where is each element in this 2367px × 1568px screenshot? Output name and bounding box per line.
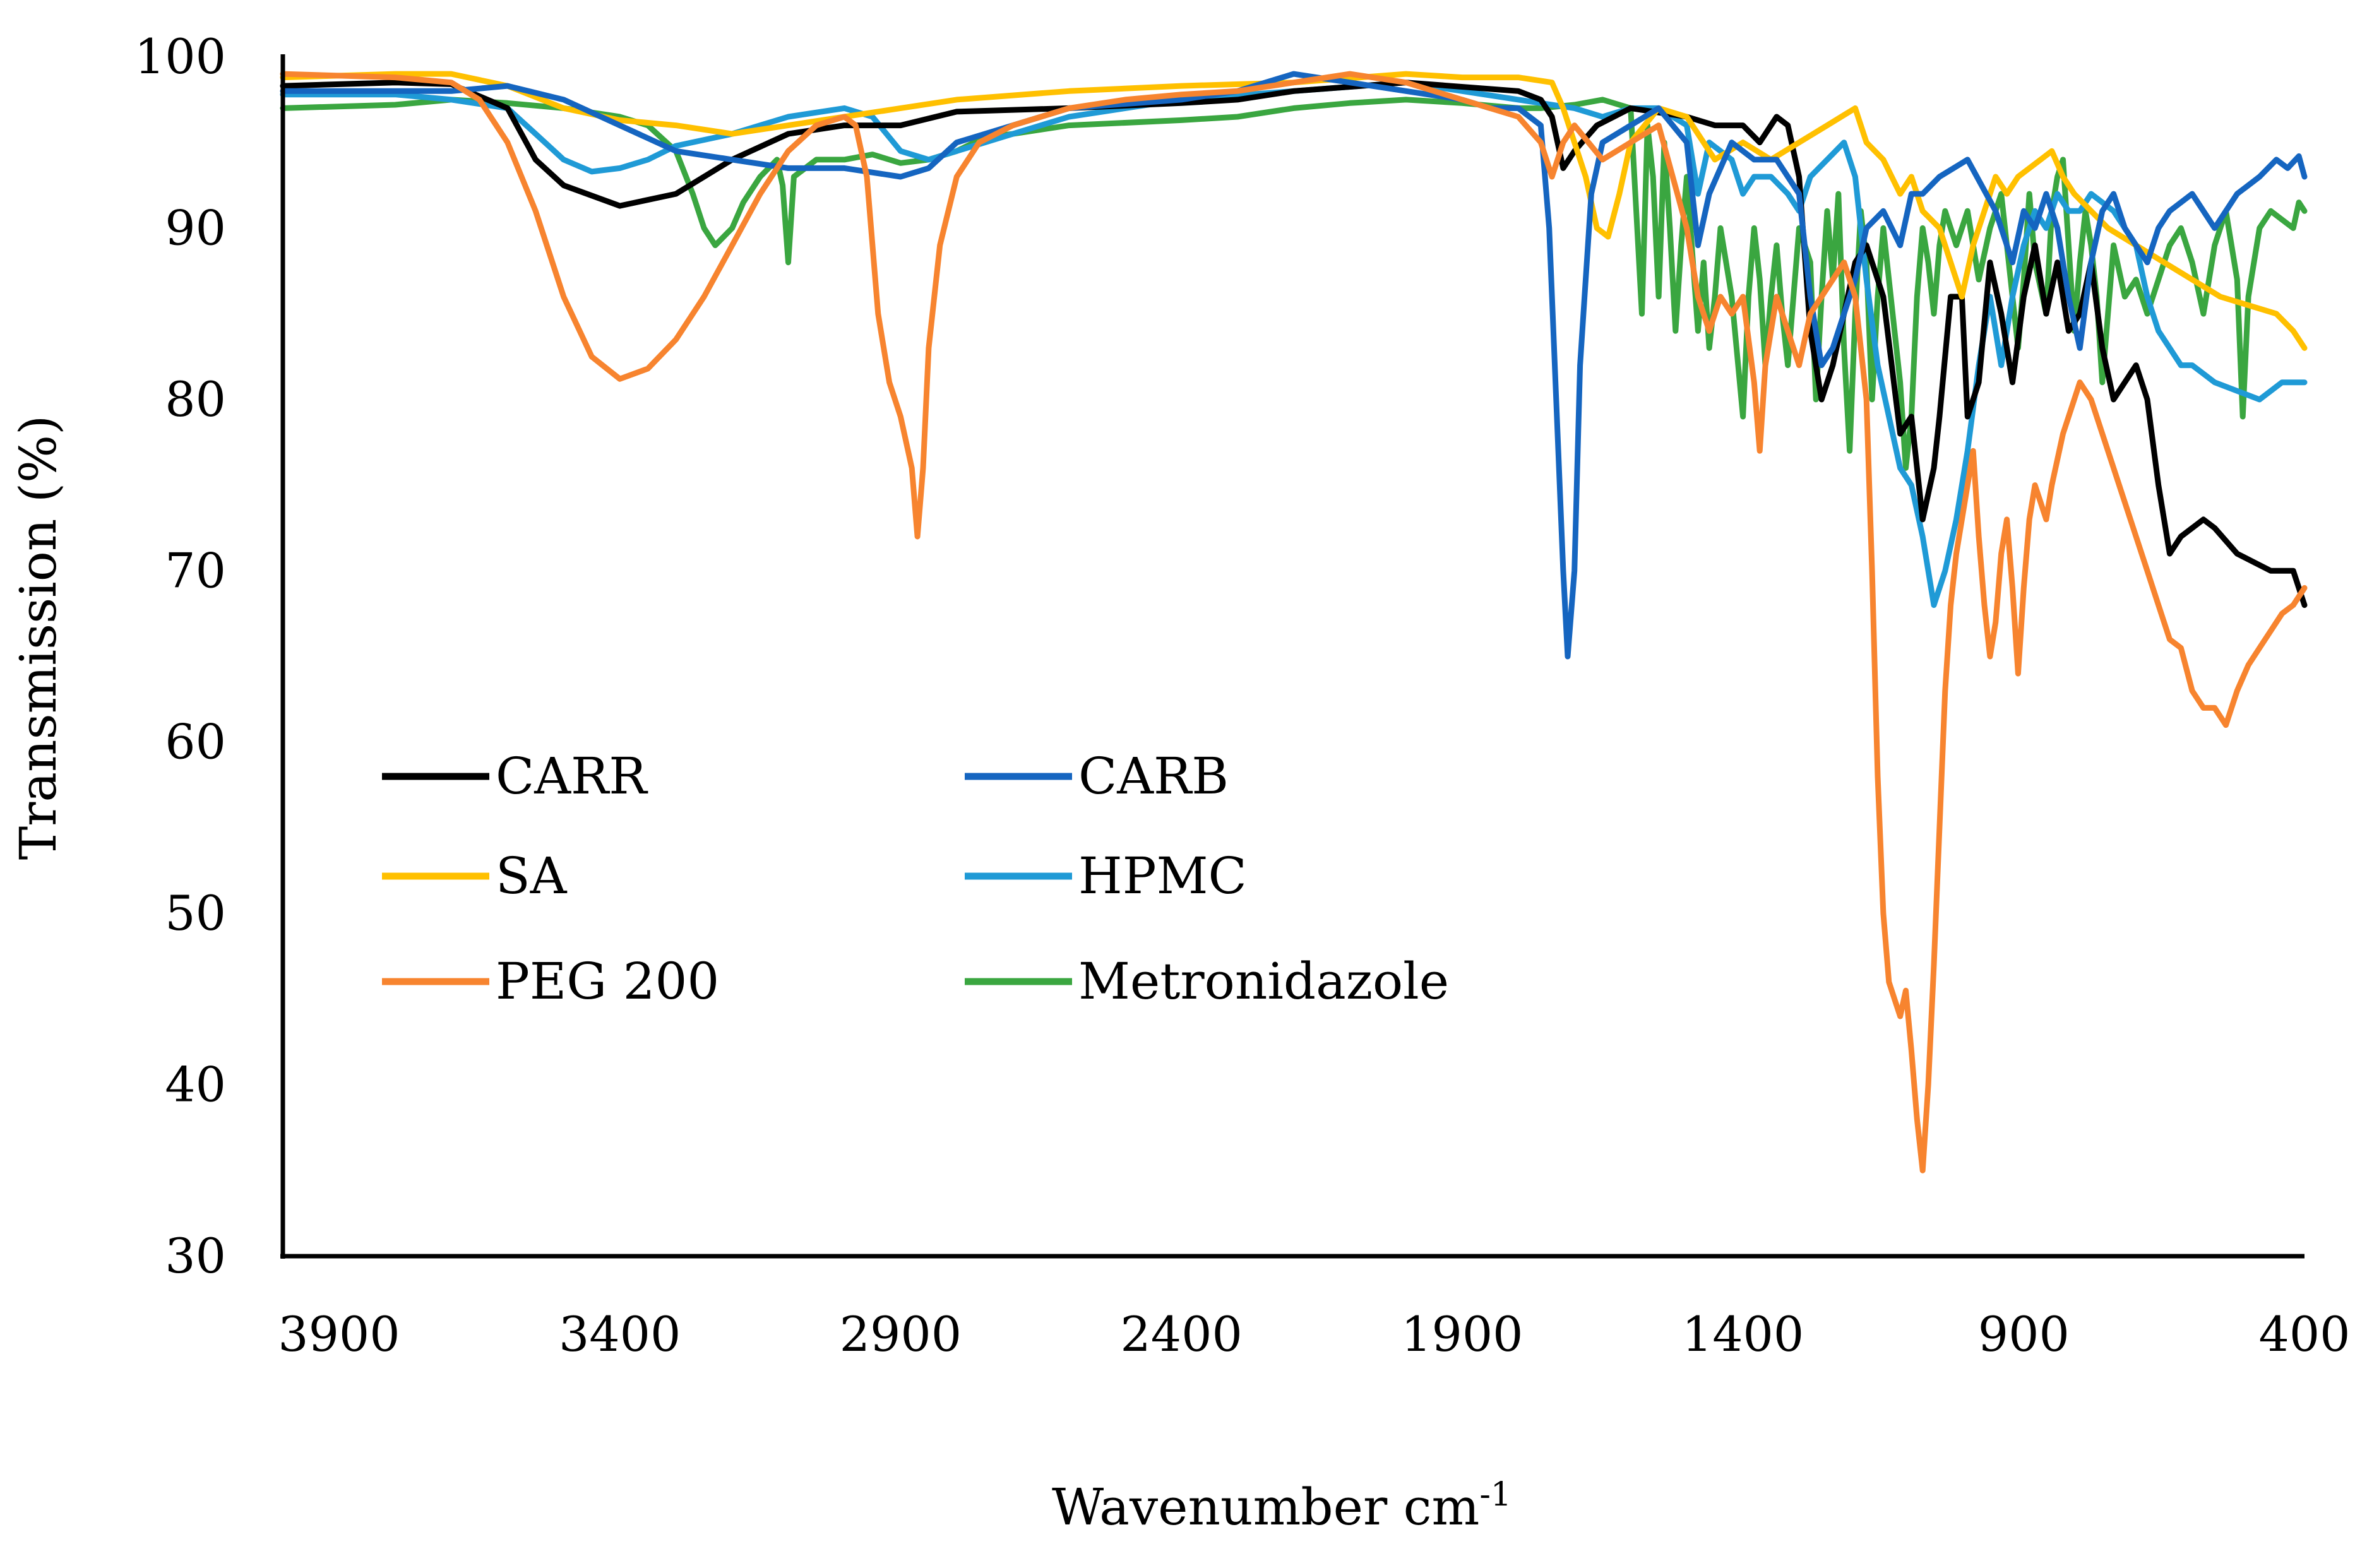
x-tick-label-400: 400 [2258,1306,2350,1362]
legend-label-hpmc: HPMC [1078,846,1247,905]
x-tick-label-3400: 3400 [559,1306,681,1362]
x-tick-label-2900: 2900 [840,1306,962,1362]
x-tick-label-2400: 2400 [1120,1306,1242,1362]
x-axis-title: Wavenumber cm-1 [1052,1476,1511,1536]
y-axis-title: Transmission (%) [9,415,68,860]
series-line-peg-200 [280,71,2308,1173]
y-tick-label-40: 40 [165,1057,226,1113]
axes-layer [280,54,2304,1259]
x-tick-label-900: 900 [1978,1306,2070,1362]
legend-label-metronidazole: Metronidazole [1078,952,1449,1011]
legend-label-carr: CARR [496,747,648,805]
y-tick-label-90: 90 [165,199,226,256]
y-tick-label-80: 80 [165,371,226,427]
series-line-metronidazole [280,97,2308,471]
x-tick-label-1400: 1400 [1682,1306,1804,1362]
legend-label-carb: CARB [1078,747,1229,805]
series-line-sa [280,71,2308,351]
y-tick-label-60: 60 [165,714,226,770]
y-tick-label-50: 50 [165,885,226,941]
x-axis-title-superscript: -1 [1479,1476,1511,1514]
legend-label-peg-200: PEG 200 [496,952,719,1011]
y-tick-label-100: 100 [134,28,226,85]
legend-label-sa: SA [496,846,568,905]
series-layer [280,71,2308,1173]
y-tick-label-70: 70 [165,542,226,598]
ticks-layer: 30 40 50 60 70 80 90 100 3900 3400 2900 2400 1900 140… [134,28,2351,1362]
legend: CARR CARB SA HPMC PEG 200 Metronidazole [382,747,1449,1011]
x-axis-title-main: Wavenumber cm [1052,1478,1479,1536]
x-tick-label-1900: 1900 [1401,1306,1523,1362]
x-tick-label-3900: 3900 [278,1306,400,1362]
y-tick-label-30: 30 [165,1228,226,1284]
